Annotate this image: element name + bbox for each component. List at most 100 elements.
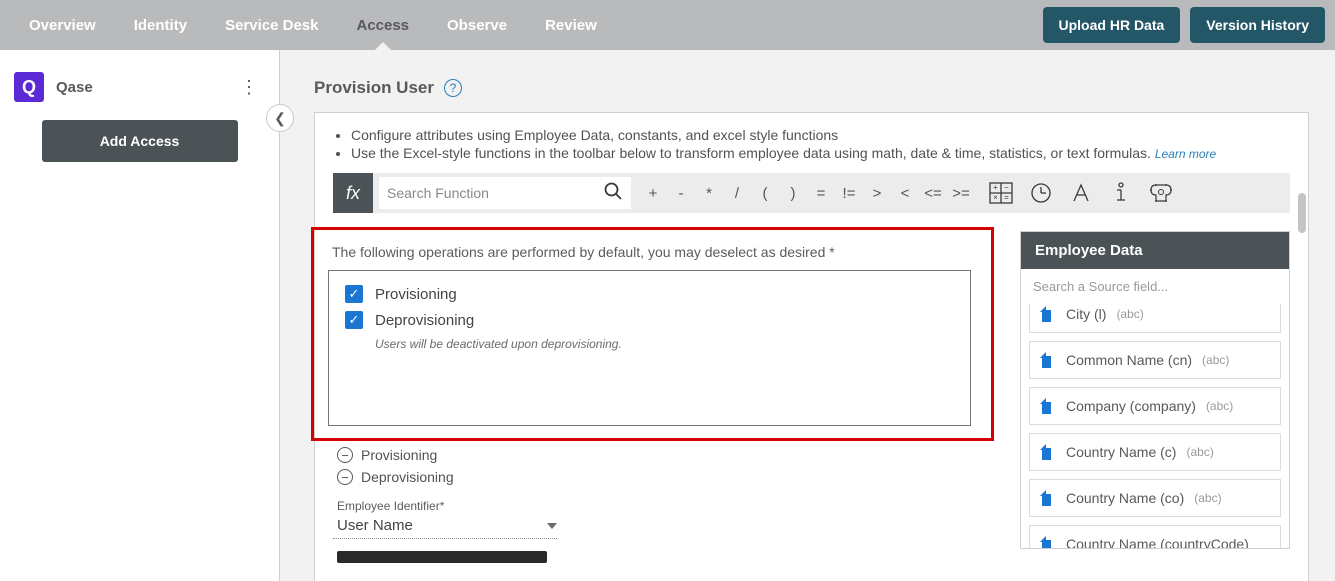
nav-tab-observe[interactable]: Observe: [428, 0, 526, 50]
product-name: Qase: [56, 79, 93, 96]
learn-more-link[interactable]: Learn more: [1155, 147, 1216, 161]
operator-rparen[interactable]: ): [779, 185, 807, 202]
main-layout: Q Qase ⋮ Add Access ❮ Provision User ? C…: [0, 50, 1335, 581]
operator-gte[interactable]: >=: [947, 185, 975, 202]
highlighted-section: The following operations are performed b…: [311, 227, 994, 441]
operations-box: ✓ Provisioning ✓ Deprovisioning Users wi…: [328, 270, 971, 426]
info-tool-icon[interactable]: [1101, 181, 1141, 205]
source-icon: [1040, 398, 1056, 414]
description-item: Configure attributes using Employee Data…: [351, 127, 1290, 143]
provisioning-row: ✓ Provisioning: [345, 285, 954, 303]
field-type: (abc): [1194, 491, 1221, 505]
provisioning-checkbox[interactable]: ✓: [345, 285, 363, 303]
sidebar: Q Qase ⋮ Add Access ❮: [0, 50, 280, 581]
operations-note: The following operations are performed b…: [332, 244, 971, 260]
employee-fields-list[interactable]: City (l) (abc) Common Name (cn) (abc): [1021, 304, 1289, 548]
operator-equals[interactable]: =: [807, 185, 835, 202]
collapse-sidebar-button[interactable]: ❮: [266, 104, 294, 132]
svg-text:−: −: [1004, 183, 1009, 192]
product-logo-icon: Q: [14, 72, 44, 102]
operator-lt[interactable]: <: [891, 185, 919, 202]
description-list: Configure attributes using Employee Data…: [351, 127, 1290, 161]
nav-tab-access[interactable]: Access: [337, 0, 428, 50]
description-item: Use the Excel-style functions in the too…: [351, 145, 1290, 161]
field-label: Country Name (c): [1066, 444, 1176, 460]
provisioning-label: Provisioning: [375, 286, 457, 303]
field-type: (abc): [1206, 399, 1233, 413]
svg-text:×: ×: [993, 193, 998, 202]
partial-dark-element: [337, 551, 547, 563]
operator-gt[interactable]: >: [863, 185, 891, 202]
sidebar-head: Q Qase ⋮: [12, 66, 267, 120]
nav-tab-overview[interactable]: Overview: [10, 0, 115, 50]
field-item-country-c[interactable]: Country Name (c) (abc): [1029, 433, 1281, 471]
field-item-city[interactable]: City (l) (abc): [1029, 304, 1281, 333]
operator-plus[interactable]: +: [639, 185, 667, 202]
source-icon: [1040, 306, 1056, 322]
ai-tool-icon[interactable]: [1141, 182, 1181, 204]
operator-lparen[interactable]: (: [751, 185, 779, 202]
employee-identifier-label: Employee Identifier*: [337, 499, 994, 513]
fx-badge-icon: fx: [333, 173, 373, 213]
date-tool-icon[interactable]: [1021, 182, 1061, 204]
content: Provision User ? Configure attributes us…: [280, 50, 1335, 581]
collapse-icon[interactable]: −: [337, 469, 353, 485]
operator-lte[interactable]: <=: [919, 185, 947, 202]
function-search-input[interactable]: [387, 185, 587, 201]
employee-data-header: Employee Data: [1021, 232, 1289, 269]
collapse-label: Deprovisioning: [361, 469, 454, 485]
employee-data-panel: Employee Data City (l) (abc): [1020, 231, 1290, 549]
help-icon[interactable]: ?: [444, 79, 462, 97]
text-tool-icon[interactable]: [1061, 182, 1101, 204]
source-icon: [1040, 444, 1056, 460]
scrollbar-thumb[interactable]: [1298, 193, 1306, 233]
field-item-country-code[interactable]: Country Name (countryCode) (abc): [1029, 525, 1281, 548]
collapse-label: Provisioning: [361, 447, 437, 463]
operator-minus[interactable]: -: [667, 185, 695, 202]
nav-tab-service-desk[interactable]: Service Desk: [206, 0, 337, 50]
svg-text:+: +: [993, 183, 998, 192]
nav-tabs: Overview Identity Service Desk Access Ob…: [10, 0, 616, 50]
deprovisioning-row: ✓ Deprovisioning: [345, 311, 954, 329]
field-item-company[interactable]: Company (company) (abc): [1029, 387, 1281, 425]
chevron-left-icon: ❮: [274, 110, 286, 127]
deprovisioning-checkbox[interactable]: ✓: [345, 311, 363, 329]
page-title-row: Provision User ?: [314, 78, 1309, 98]
upload-hr-data-button[interactable]: Upload HR Data: [1043, 7, 1181, 43]
add-access-button[interactable]: Add Access: [42, 120, 238, 162]
kebab-menu-icon[interactable]: ⋮: [239, 77, 259, 98]
nav-buttons: Upload HR Data Version History: [1043, 7, 1326, 43]
source-icon: [1040, 490, 1056, 506]
collapse-icon[interactable]: −: [337, 447, 353, 463]
field-label: Country Name (countryCode): [1066, 536, 1249, 548]
search-icon[interactable]: [603, 181, 623, 206]
field-label: City (l): [1066, 306, 1106, 322]
nav-tab-identity[interactable]: Identity: [115, 0, 206, 50]
source-field-search-input[interactable]: [1021, 269, 1289, 304]
field-type: (abc): [1202, 353, 1229, 367]
collapse-provisioning: − Provisioning: [337, 447, 994, 463]
svg-text:=: =: [1004, 193, 1009, 202]
field-label: Common Name (cn): [1066, 352, 1192, 368]
source-icon: [1040, 352, 1056, 368]
top-nav: Overview Identity Service Desk Access Ob…: [0, 0, 1335, 50]
field-type: (abc): [1186, 445, 1213, 459]
field-item-country-co[interactable]: Country Name (co) (abc): [1029, 479, 1281, 517]
operator-multiply[interactable]: *: [695, 185, 723, 202]
deprovisioning-label: Deprovisioning: [375, 312, 474, 329]
nav-tab-review[interactable]: Review: [526, 0, 616, 50]
operator-divide[interactable]: /: [723, 185, 751, 202]
math-tool-icon[interactable]: + − × =: [981, 182, 1021, 204]
version-history-button[interactable]: Version History: [1190, 7, 1325, 43]
caret-down-icon: [547, 523, 557, 529]
employee-identifier-select[interactable]: User Name: [333, 515, 557, 539]
source-icon: [1040, 536, 1056, 548]
field-label: Country Name (co): [1066, 490, 1184, 506]
page-title: Provision User: [314, 78, 434, 98]
field-label: Company (company): [1066, 398, 1196, 414]
product: Q Qase: [14, 72, 93, 102]
field-type: (abc): [1116, 307, 1143, 321]
left-column: The following operations are performed b…: [333, 231, 994, 563]
field-item-common-name[interactable]: Common Name (cn) (abc): [1029, 341, 1281, 379]
operator-neq[interactable]: !=: [835, 185, 863, 202]
